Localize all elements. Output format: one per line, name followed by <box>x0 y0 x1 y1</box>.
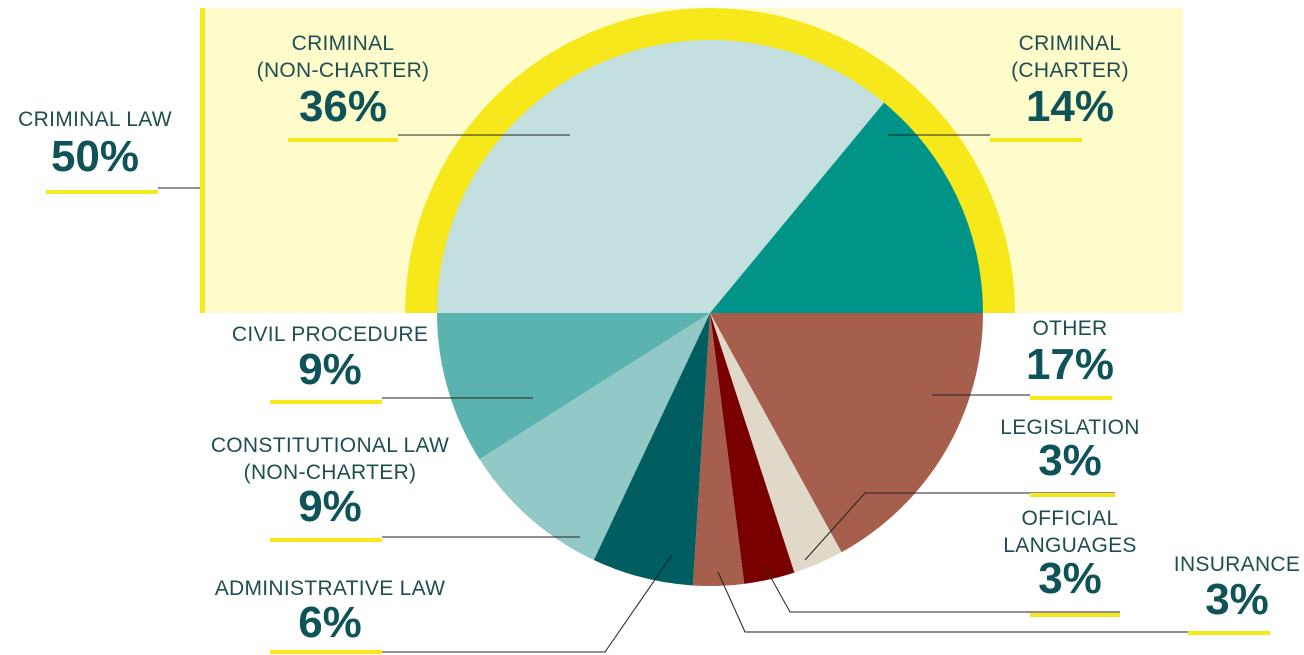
leader-line <box>764 566 1120 613</box>
slice-percent: 6% <box>298 598 362 647</box>
slice-percent: 3% <box>1038 436 1102 485</box>
group-name: CRIMINAL LAW <box>18 108 172 131</box>
slice-name: LEGISLATION <box>1000 416 1140 439</box>
slice-name: CRIMINAL (CHARTER) <box>1011 32 1129 82</box>
pie-slice <box>479 313 710 561</box>
group-bar <box>200 8 205 313</box>
slice-name: CIVIL PROCEDURE <box>231 323 429 346</box>
slice-percent: 3% <box>1038 554 1102 603</box>
slice-percent: 9% <box>298 345 362 394</box>
slice-name: CRIMINAL (NON-CHARTER) <box>256 32 430 82</box>
slice-name: CONSTITUTIONAL LAW (NON-CHARTER) <box>210 434 450 484</box>
slice-percent: 9% <box>298 482 362 531</box>
slice-name: INSURANCE <box>1173 553 1301 576</box>
slice-name: OTHER <box>1032 317 1108 340</box>
pie-slice <box>437 313 710 460</box>
slice-percent: 17% <box>1025 340 1115 389</box>
group-ring <box>405 8 1015 313</box>
pie-slice <box>710 313 842 573</box>
slice-percent: 14% <box>1025 82 1115 131</box>
pie-slice <box>692 313 745 586</box>
pie-slice <box>593 313 710 586</box>
group-percent: 50% <box>50 132 140 181</box>
leader-line <box>382 554 673 653</box>
slice-name: OFFICIAL LANGUAGES <box>1003 507 1137 557</box>
slice-percent: 3% <box>1205 575 1269 624</box>
slice-percent: 36% <box>298 82 388 131</box>
pie-slice <box>437 39 885 313</box>
pie-slice <box>710 313 795 584</box>
leader-line <box>717 571 1270 633</box>
pie-slice <box>710 102 983 313</box>
slice-name: ADMINISTRATIVE LAW <box>214 577 446 600</box>
pie-slice <box>710 313 983 553</box>
